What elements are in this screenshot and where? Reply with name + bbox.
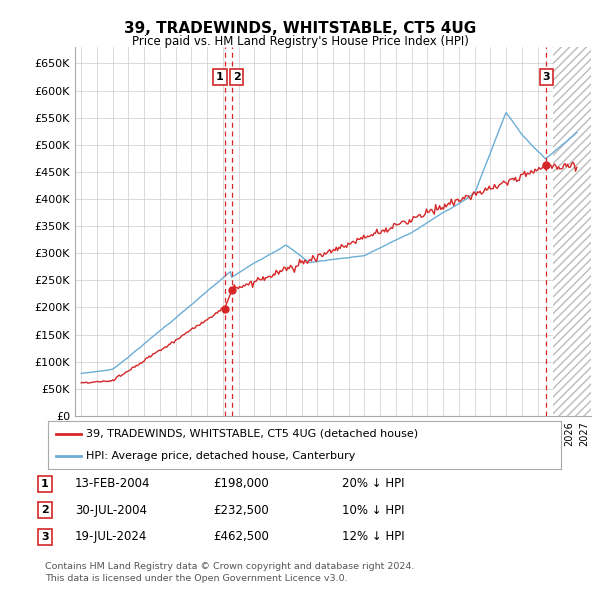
Text: £198,000: £198,000 [213,477,269,490]
Text: This data is licensed under the Open Government Licence v3.0.: This data is licensed under the Open Gov… [45,573,347,583]
Text: 3: 3 [41,532,49,542]
Text: 2: 2 [41,506,49,515]
Text: 2: 2 [233,72,241,82]
Text: 39, TRADEWINDS, WHITSTABLE, CT5 4UG (detached house): 39, TRADEWINDS, WHITSTABLE, CT5 4UG (det… [86,429,419,439]
Text: 19-JUL-2024: 19-JUL-2024 [75,530,148,543]
Text: 20% ↓ HPI: 20% ↓ HPI [342,477,404,490]
Text: Contains HM Land Registry data © Crown copyright and database right 2024.: Contains HM Land Registry data © Crown c… [45,562,415,571]
Text: Price paid vs. HM Land Registry's House Price Index (HPI): Price paid vs. HM Land Registry's House … [131,35,469,48]
Text: £232,500: £232,500 [213,504,269,517]
Text: 39, TRADEWINDS, WHITSTABLE, CT5 4UG: 39, TRADEWINDS, WHITSTABLE, CT5 4UG [124,21,476,35]
Text: HPI: Average price, detached house, Canterbury: HPI: Average price, detached house, Cant… [86,451,356,461]
Text: 30-JUL-2004: 30-JUL-2004 [75,504,147,517]
Text: 3: 3 [542,72,550,82]
Bar [553,47,594,416]
Text: 13-FEB-2004: 13-FEB-2004 [75,477,151,490]
Text: 1: 1 [41,479,49,489]
Text: 12% ↓ HPI: 12% ↓ HPI [342,530,404,543]
Text: 10% ↓ HPI: 10% ↓ HPI [342,504,404,517]
Text: £462,500: £462,500 [213,530,269,543]
Text: 1: 1 [216,72,224,82]
